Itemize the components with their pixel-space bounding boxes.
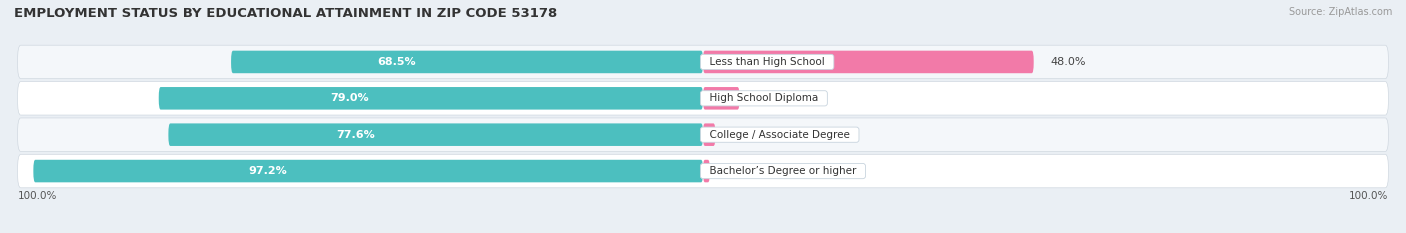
- Text: College / Associate Degree: College / Associate Degree: [703, 130, 856, 140]
- FancyBboxPatch shape: [17, 118, 1389, 151]
- Text: 68.5%: 68.5%: [377, 57, 416, 67]
- Text: 79.0%: 79.0%: [330, 93, 368, 103]
- FancyBboxPatch shape: [703, 87, 740, 110]
- FancyBboxPatch shape: [703, 160, 710, 182]
- Text: Bachelor’s Degree or higher: Bachelor’s Degree or higher: [703, 166, 863, 176]
- FancyBboxPatch shape: [703, 123, 716, 146]
- FancyBboxPatch shape: [703, 51, 1033, 73]
- Text: 100.0%: 100.0%: [17, 192, 56, 201]
- Text: 1.0%: 1.0%: [727, 166, 755, 176]
- FancyBboxPatch shape: [34, 160, 703, 182]
- Text: 1.8%: 1.8%: [733, 130, 761, 140]
- Text: 48.0%: 48.0%: [1050, 57, 1087, 67]
- FancyBboxPatch shape: [159, 87, 703, 110]
- Text: 5.3%: 5.3%: [756, 93, 785, 103]
- Text: EMPLOYMENT STATUS BY EDUCATIONAL ATTAINMENT IN ZIP CODE 53178: EMPLOYMENT STATUS BY EDUCATIONAL ATTAINM…: [14, 7, 557, 20]
- FancyBboxPatch shape: [169, 123, 703, 146]
- FancyBboxPatch shape: [17, 154, 1389, 188]
- FancyBboxPatch shape: [17, 82, 1389, 115]
- Text: Source: ZipAtlas.com: Source: ZipAtlas.com: [1288, 7, 1392, 17]
- FancyBboxPatch shape: [17, 45, 1389, 79]
- Text: 100.0%: 100.0%: [1350, 192, 1389, 201]
- Text: 97.2%: 97.2%: [249, 166, 287, 176]
- Text: Less than High School: Less than High School: [703, 57, 831, 67]
- Text: High School Diploma: High School Diploma: [703, 93, 825, 103]
- FancyBboxPatch shape: [231, 51, 703, 73]
- Text: 77.6%: 77.6%: [336, 130, 375, 140]
